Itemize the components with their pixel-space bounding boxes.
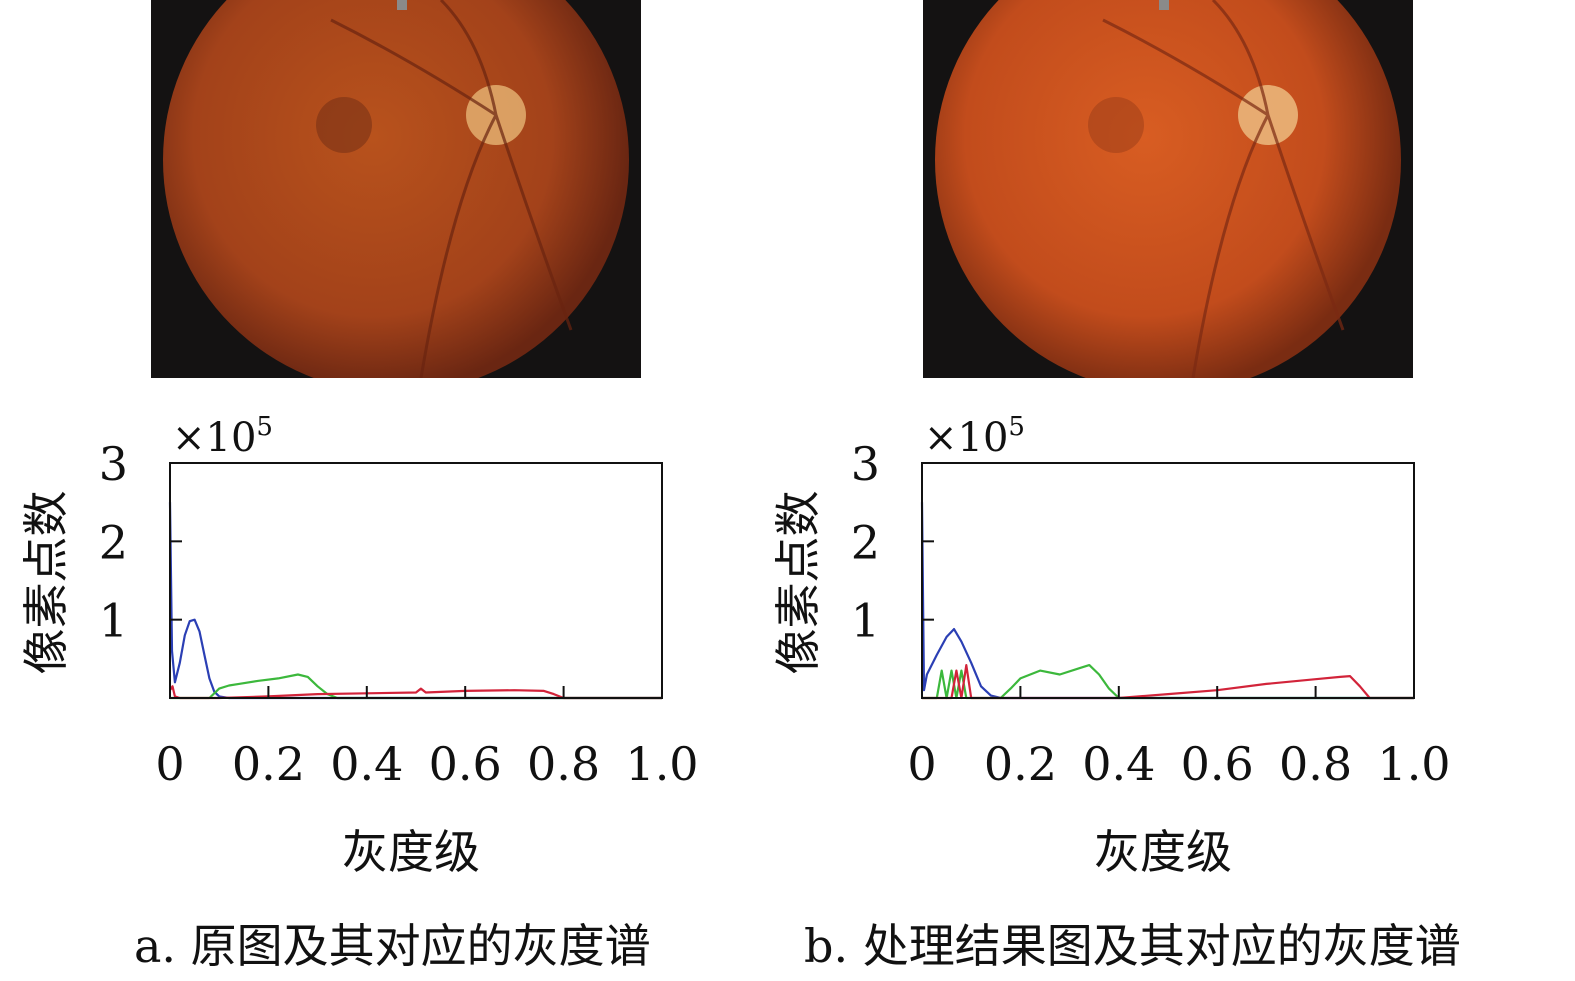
y-multiplier-label: ×105 <box>172 412 273 461</box>
x-axis-label: 灰度级 <box>1094 825 1232 879</box>
series-line-2 <box>922 664 1414 700</box>
y-axis-label: 像素点数 <box>19 491 73 675</box>
y-tick-label-2: 3 <box>851 437 880 491</box>
y-tick-label-0: 1 <box>851 594 880 648</box>
y-tick-label-2: 3 <box>99 437 128 491</box>
x-tick-label-0: 0 <box>907 737 936 791</box>
x-axis-label: 灰度级 <box>342 825 480 879</box>
caption-a: a. 原图及其对应的灰度谱 <box>134 919 651 973</box>
x-tick-label-1: 0.2 <box>984 737 1057 791</box>
x-tick-label-4: 0.8 <box>1279 737 1352 791</box>
x-tick-label-5: 1.0 <box>625 737 698 791</box>
plot-frame <box>921 462 1415 699</box>
fundus-image-original <box>151 0 641 378</box>
x-tick-label-1: 0.2 <box>232 737 305 791</box>
series-line-1 <box>922 664 1414 700</box>
plot-frame <box>169 462 663 699</box>
x-tick-label-4: 0.8 <box>527 737 600 791</box>
y-tick-label-0: 1 <box>99 594 128 648</box>
y-tick-label-1: 2 <box>99 515 128 569</box>
y-tick-label-1: 2 <box>851 515 880 569</box>
y-axis-label: 像素点数 <box>771 491 825 675</box>
panel-a: 1 2 3 0 0.2 0.4 0.6 0.8 1.0 ×105 像素点数灰度级 a. 原图及其对应… <box>0 0 700 981</box>
x-tick-label-0: 0 <box>155 737 184 791</box>
x-tick-label-2: 0.4 <box>1082 737 1155 791</box>
caption-b: b. 处理结果图及其对应的灰度谱 <box>804 919 1461 973</box>
y-multiplier-label: ×105 <box>924 412 1025 461</box>
x-tick-label-2: 0.4 <box>330 737 403 791</box>
panel-b: 1 2 3 0 0.2 0.4 0.6 0.8 1.0 ×105 像素点数灰度级 b. 处理结果图及… <box>752 0 1461 981</box>
fundus-image-processed <box>923 0 1413 378</box>
series-line-1 <box>170 673 662 700</box>
x-tick-label-3: 0.6 <box>429 737 502 791</box>
series-line-0 <box>920 502 1414 700</box>
series-line-0 <box>168 502 662 700</box>
x-tick-label-5: 1.0 <box>1377 737 1450 791</box>
x-tick-label-3: 0.6 <box>1181 737 1254 791</box>
series-line-2 <box>169 685 662 700</box>
